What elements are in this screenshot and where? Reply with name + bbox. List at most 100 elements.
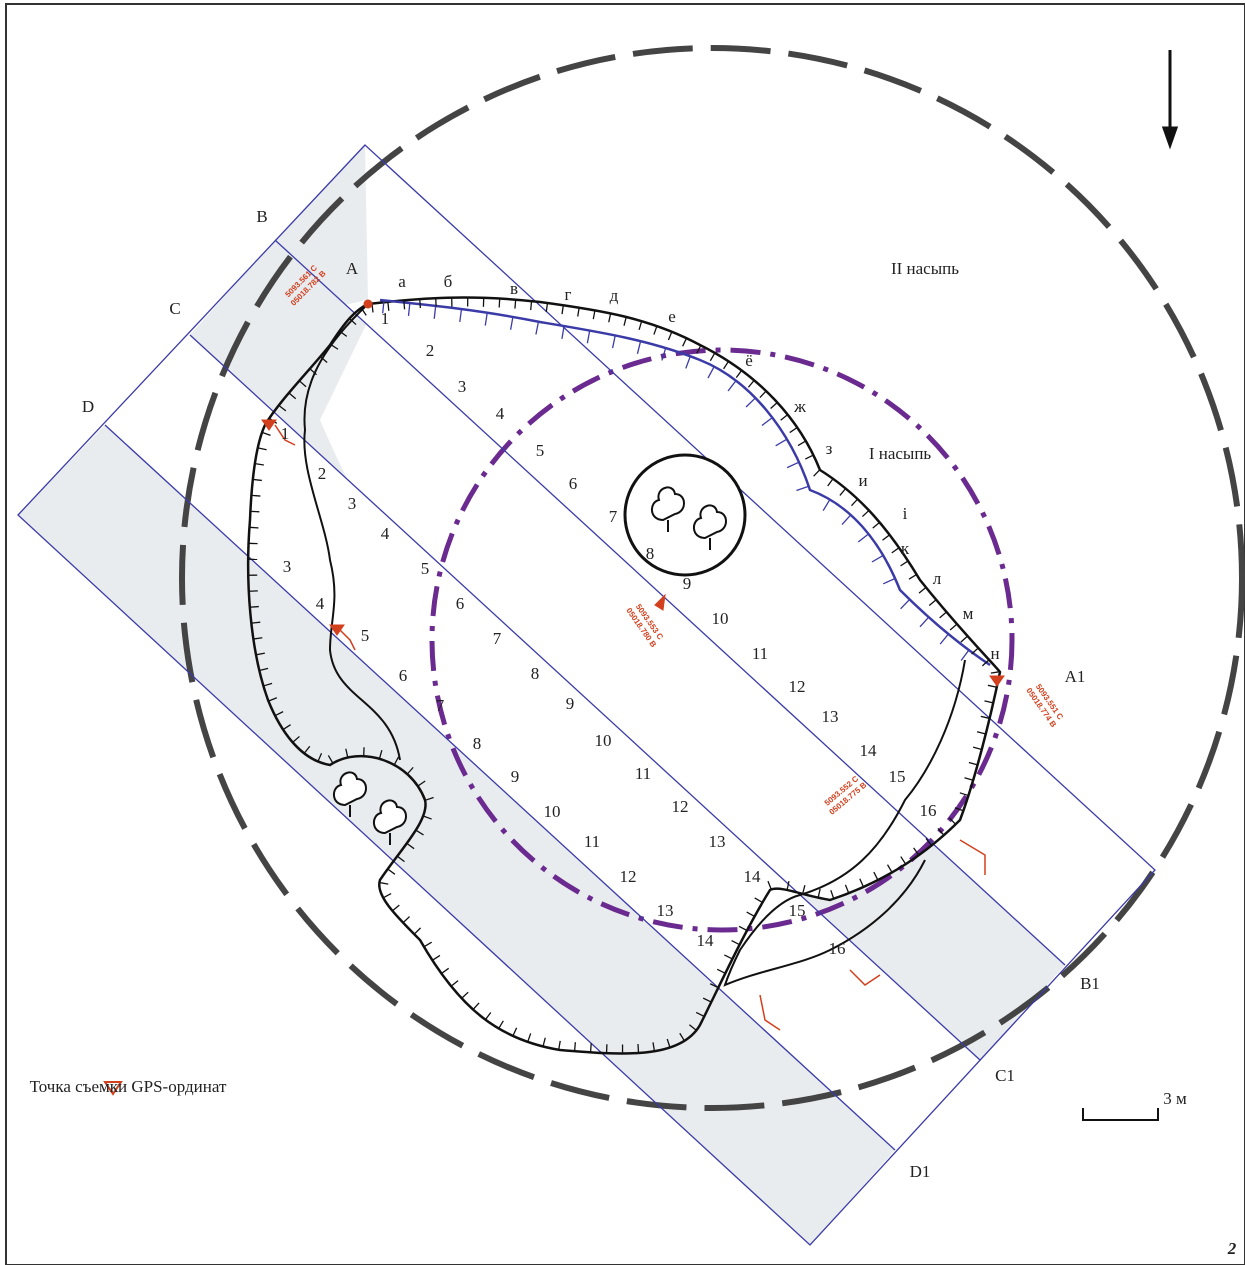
hatch-tick	[679, 1032, 686, 1042]
hatch-tick	[666, 1038, 671, 1048]
hatch-tick	[407, 302, 411, 317]
hatch-tick	[255, 652, 265, 656]
line-label: B	[256, 207, 267, 226]
hatch-tick	[379, 881, 389, 885]
hatch-tick	[461, 991, 469, 999]
hatch-tick	[282, 724, 291, 731]
station-number: 5	[536, 441, 545, 460]
gps-marker	[363, 299, 373, 309]
gps-marker	[654, 593, 666, 611]
hatch-tick	[667, 331, 673, 341]
hatch-tick	[886, 864, 893, 873]
hatch-tick	[964, 777, 974, 781]
hatch-tick	[850, 498, 859, 507]
tree-icon	[373, 799, 407, 845]
hatch-tick	[761, 417, 773, 426]
hatch-tick	[735, 370, 743, 379]
hatch-tick	[796, 485, 809, 492]
hatch-tick	[378, 749, 383, 760]
hatch-tick	[939, 633, 949, 645]
station-number: 2	[318, 464, 327, 483]
hatch-tick	[339, 330, 348, 337]
station-number: 13	[709, 832, 726, 851]
hatch-tick	[249, 605, 259, 608]
hatch-tick	[249, 526, 259, 529]
hatch-tick	[459, 308, 463, 323]
hatch-tick	[561, 325, 565, 339]
hatch-tick	[959, 792, 969, 797]
hatch-tick	[396, 855, 405, 863]
inner-contour	[723, 659, 966, 987]
hatch-tick	[745, 397, 756, 408]
hatch-tick	[984, 700, 994, 704]
hatch-tick	[841, 514, 852, 526]
hatch-tick	[348, 318, 357, 326]
hatch-tick	[278, 404, 287, 412]
station-number: 11	[752, 644, 768, 663]
hatch-tick	[707, 366, 715, 379]
station-number: 9	[566, 694, 575, 713]
hatch-tick	[900, 856, 907, 865]
station-number: 10	[595, 731, 612, 750]
station-number: 8	[531, 664, 540, 683]
hatch-tick	[747, 379, 755, 388]
edge-letter: а	[398, 272, 406, 291]
hatch-tick	[450, 980, 459, 987]
hatch-tick	[257, 447, 267, 451]
hatch-tick	[652, 1042, 656, 1052]
hatch-tick	[981, 659, 990, 667]
hatch-tick	[251, 621, 261, 624]
edge-letter: в	[510, 279, 518, 298]
hatch-tick	[913, 847, 920, 856]
station-number: 5	[361, 626, 370, 645]
hatch-tick	[345, 748, 349, 758]
hatch-tick	[589, 1043, 592, 1053]
hatch-tick	[608, 313, 612, 323]
hatch-tick	[968, 761, 978, 766]
edge-letter: н	[990, 644, 999, 663]
station-number: 6	[456, 594, 465, 613]
station-number: 3	[348, 494, 357, 513]
station-number: 16	[920, 801, 937, 820]
hatch-tick	[638, 320, 643, 330]
section-arrow	[339, 629, 356, 651]
station-number: 1	[281, 424, 290, 443]
hatch-tick	[433, 305, 437, 319]
hatch-tick	[789, 426, 798, 434]
line-label: D	[82, 397, 94, 416]
hatch-tick	[611, 335, 616, 349]
hatch-tick	[954, 807, 964, 812]
hatch-tick	[288, 392, 297, 400]
hatch-tick	[727, 380, 737, 392]
station-number: 14	[697, 931, 715, 950]
hatch-tick	[918, 586, 927, 594]
station-number: 1	[381, 309, 390, 328]
hatch-tick	[253, 637, 263, 640]
hatch-tick	[535, 321, 540, 335]
hatch-tick	[387, 301, 390, 311]
hatch-tick	[919, 616, 930, 628]
mound-i-boundary	[429, 347, 1015, 933]
profile-edge	[379, 298, 991, 667]
hatch-tick	[263, 682, 273, 687]
hatch-tick	[871, 554, 884, 563]
station-number: 9	[683, 574, 692, 593]
hatch-tick	[960, 649, 970, 661]
hatch-tick	[900, 598, 911, 610]
hatch-tick	[861, 509, 870, 518]
hatch-tick	[971, 647, 979, 655]
hatch-tick	[252, 478, 262, 482]
hatch-tick	[391, 904, 400, 912]
north-arrow-head	[1161, 126, 1179, 150]
station-number: 4	[496, 404, 505, 423]
line-label: A	[346, 259, 359, 278]
hatch-tick	[259, 667, 269, 672]
hatch-tick	[716, 968, 726, 974]
hatch-tick	[696, 345, 702, 354]
hatch-tick	[472, 1002, 480, 1010]
hatch-tick	[857, 533, 869, 543]
labels: B A C D A1 B1 C1 D1 II насыпь I насыпь а б в г д е ё ж з и і…	[30, 207, 1237, 1258]
hatch-tick	[830, 890, 835, 899]
hatch-tick	[759, 390, 767, 398]
hatch-tick	[873, 871, 879, 881]
